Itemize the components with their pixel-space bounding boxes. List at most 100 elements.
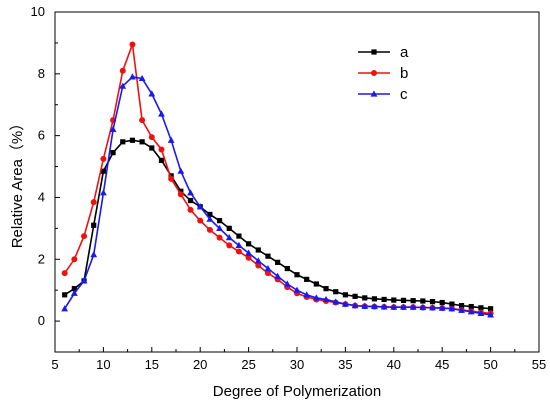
data-point-triangle xyxy=(158,110,165,117)
data-point-triangle xyxy=(458,306,465,313)
series-c xyxy=(61,73,494,318)
data-point-square xyxy=(236,233,242,239)
data-point-square xyxy=(468,303,474,310)
data-point-square xyxy=(284,265,290,272)
data-point-square xyxy=(139,139,145,145)
x-tick-label: 55 xyxy=(532,357,546,372)
data-point-triangle xyxy=(187,189,194,196)
data-point-triangle xyxy=(254,257,262,264)
data-point-triangle xyxy=(274,272,282,279)
data-point-square xyxy=(371,49,377,55)
data-point-triangle xyxy=(196,203,204,210)
data-point-triangle xyxy=(177,167,185,174)
data-point-square xyxy=(91,222,97,228)
data-point-triangle xyxy=(429,304,436,311)
data-point-square xyxy=(129,137,136,143)
plot-frame xyxy=(54,11,540,353)
data-point-triangle xyxy=(293,286,301,293)
data-point-circle xyxy=(177,191,184,198)
legend-item-b: b xyxy=(358,65,408,82)
data-point-triangle xyxy=(235,241,243,248)
data-point-square xyxy=(313,281,319,287)
x-tick-label: 25 xyxy=(241,357,255,372)
x-tick-label: 45 xyxy=(435,357,449,372)
data-point-circle xyxy=(158,146,165,153)
data-point-circle xyxy=(245,254,252,261)
y-axis: 0 2 4 6 8 10 xyxy=(31,4,60,353)
data-point-circle xyxy=(129,41,136,48)
legend-label: a xyxy=(400,44,409,61)
data-point-triangle xyxy=(312,294,320,301)
data-point-circle xyxy=(90,199,97,206)
data-point-square xyxy=(120,139,126,145)
data-point-square xyxy=(149,145,155,151)
data-point-triangle xyxy=(206,215,214,222)
data-point-circle xyxy=(139,117,146,124)
data-point-square xyxy=(391,297,397,303)
data-point-circle xyxy=(206,226,213,233)
data-point-square xyxy=(207,211,213,218)
data-point-circle xyxy=(255,262,262,269)
data-point-circle xyxy=(197,217,204,224)
series-a xyxy=(62,137,494,312)
data-point-triangle xyxy=(380,303,388,310)
data-point-circle xyxy=(264,270,271,277)
data-point-circle xyxy=(371,70,377,76)
series-layer xyxy=(61,41,494,318)
data-point-triangle xyxy=(342,300,349,307)
data-point-circle xyxy=(235,248,242,255)
data-point-square xyxy=(275,259,281,265)
data-point-triangle xyxy=(148,90,156,97)
data-point-triangle xyxy=(390,303,398,310)
data-point-circle xyxy=(61,270,68,277)
data-point-square xyxy=(333,289,339,295)
legend-label: b xyxy=(400,65,408,82)
x-axis-title: Degree of Polymerization xyxy=(213,383,381,400)
data-point-triangle xyxy=(400,303,407,310)
data-point-square xyxy=(429,299,436,305)
data-point-triangle xyxy=(100,189,107,196)
x-tick-label: 15 xyxy=(145,357,159,372)
data-point-square xyxy=(226,225,232,231)
data-point-circle xyxy=(71,256,78,263)
data-point-square xyxy=(478,305,484,311)
y-tick-label: 8 xyxy=(38,66,45,81)
data-point-square xyxy=(100,168,106,174)
y-tick-label: 2 xyxy=(38,251,45,266)
data-point-triangle xyxy=(332,298,340,305)
data-point-triangle xyxy=(61,305,69,312)
data-point-triangle xyxy=(322,295,330,303)
data-point-triangle xyxy=(167,136,175,143)
data-point-triangle xyxy=(409,303,417,310)
data-point-square xyxy=(352,293,358,299)
data-point-circle xyxy=(100,155,107,162)
data-point-triangle xyxy=(351,302,359,309)
data-point-triangle xyxy=(283,280,291,287)
data-point-triangle xyxy=(119,82,127,89)
data-point-triangle xyxy=(109,125,117,133)
data-point-circle xyxy=(226,242,233,249)
x-axis: 5 10 15 20 25 30 35 40 45 50 55 xyxy=(51,347,546,372)
data-point-square xyxy=(71,286,77,292)
data-point-square xyxy=(362,295,368,301)
data-point-triangle xyxy=(419,303,427,311)
data-point-square xyxy=(371,296,378,302)
data-point-triangle xyxy=(264,264,272,272)
data-point-triangle xyxy=(70,289,78,296)
data-point-circle xyxy=(168,175,175,182)
data-point-square xyxy=(255,247,261,253)
data-point-triangle xyxy=(448,305,456,312)
data-point-triangle xyxy=(80,277,88,284)
series-line-a xyxy=(64,139,491,310)
data-point-square xyxy=(488,306,494,312)
data-point-square xyxy=(168,173,174,179)
x-tick-label: 30 xyxy=(290,357,304,372)
legend-item-a: a xyxy=(358,44,409,61)
data-point-circle xyxy=(81,233,88,240)
x-tick-label: 10 xyxy=(96,357,110,372)
data-point-circle xyxy=(187,206,194,213)
legend: abc xyxy=(358,44,409,103)
data-point-square xyxy=(158,157,165,163)
